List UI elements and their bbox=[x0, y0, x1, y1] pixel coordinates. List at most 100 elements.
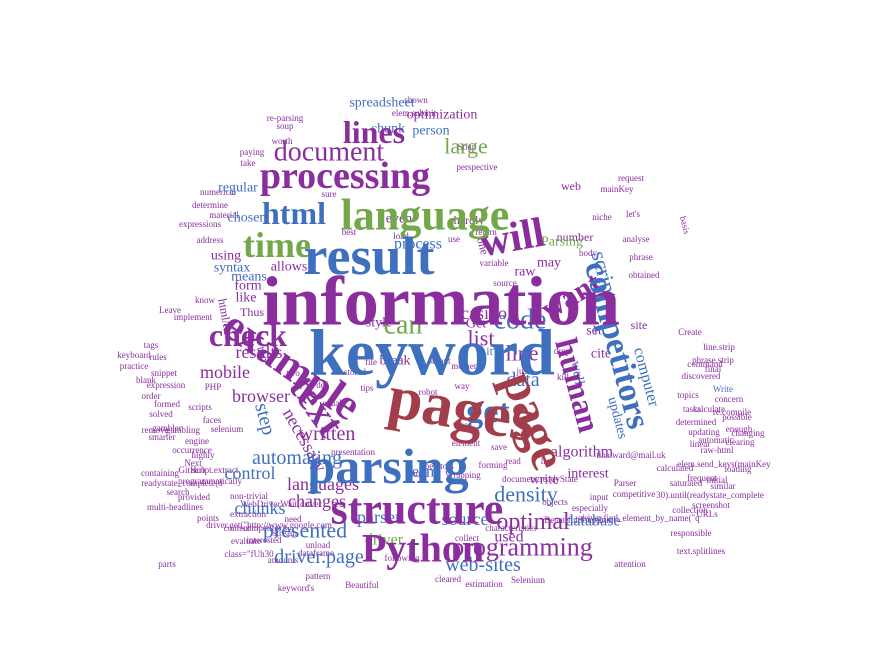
word-read: read bbox=[505, 456, 521, 466]
word-parser: parser bbox=[357, 507, 401, 527]
word-get: Get bbox=[466, 317, 486, 332]
word-one: one bbox=[474, 236, 492, 256]
word-information: information bbox=[262, 264, 620, 341]
word-soup: Soup bbox=[458, 142, 477, 152]
word-worth: worth bbox=[272, 136, 293, 146]
word-order: order bbox=[142, 391, 161, 401]
word-obtained: obtained bbox=[629, 270, 660, 280]
word-code: code bbox=[494, 305, 547, 336]
word-competitive: competitive bbox=[613, 489, 656, 499]
word-keyword: keyword bbox=[309, 317, 555, 390]
word-best: best bbox=[342, 227, 357, 237]
word-beautifulsoup-html: BeautifulSoup(html bbox=[544, 515, 616, 525]
word-chosen: chosen bbox=[228, 211, 267, 226]
word-possible: possible bbox=[722, 412, 752, 422]
word-mainkey: mainKey bbox=[601, 184, 634, 194]
word-changes: changes bbox=[288, 491, 346, 511]
word-create: Create bbox=[678, 327, 701, 337]
word-lines: lines bbox=[343, 114, 405, 150]
word-selenium: selenium bbox=[211, 424, 244, 434]
word-person: person bbox=[412, 124, 449, 139]
word-density: density bbox=[494, 482, 558, 507]
word-database: database bbox=[565, 513, 620, 530]
word-means: means bbox=[231, 270, 267, 285]
word-gambling: gambling bbox=[166, 425, 200, 435]
word-parsing: Parsing bbox=[541, 235, 583, 250]
word-tina-ward-mail-uk: tina.ward@mail.uk bbox=[596, 450, 666, 460]
word-30-until-readystate-complete: 30).until(readystate_complete bbox=[656, 490, 764, 500]
word-niche: niche bbox=[592, 212, 612, 222]
word-forming: forming bbox=[479, 460, 508, 470]
word-source: source bbox=[493, 278, 517, 288]
word-python: Python bbox=[362, 526, 484, 571]
word-evaluate: evaluate bbox=[231, 536, 261, 546]
word-input: input bbox=[590, 492, 609, 502]
word-phrase-strip: phrase.strip bbox=[692, 355, 734, 365]
word-basis: basis bbox=[678, 215, 692, 235]
word-used: used bbox=[494, 529, 523, 546]
word-estimation: estimation bbox=[465, 579, 503, 589]
word-result: result bbox=[304, 226, 435, 286]
word-even: even bbox=[386, 212, 412, 227]
word-check: check bbox=[209, 317, 287, 353]
word-step: step bbox=[250, 401, 280, 438]
word-tasks: tasks bbox=[683, 404, 701, 414]
word-use: use bbox=[448, 234, 460, 244]
word-solved: solved bbox=[149, 409, 173, 419]
word-extraction: extraction bbox=[230, 509, 266, 519]
word-faces: faces bbox=[203, 415, 222, 425]
word-let-s: let's bbox=[626, 209, 641, 219]
word-presentation: presentation bbox=[331, 447, 375, 457]
word-rules: rules bbox=[149, 352, 167, 362]
word-scripts: scripts bbox=[188, 402, 212, 412]
word-snippet: snippet bbox=[151, 368, 177, 378]
word-next: Next bbox=[184, 458, 202, 468]
word-containing: containing bbox=[141, 468, 179, 478]
word-robot: robot bbox=[419, 387, 438, 397]
word-output: output bbox=[427, 356, 451, 366]
word-process: process bbox=[394, 236, 442, 253]
word-phrase: phrase bbox=[629, 252, 653, 262]
word-languages: languages bbox=[287, 474, 359, 494]
word-topics: topics bbox=[677, 390, 699, 400]
word-stored: stored bbox=[344, 367, 366, 377]
word-leave: Leave bbox=[159, 305, 181, 315]
word-body: body bbox=[579, 248, 598, 258]
word-occurrence: occurrence bbox=[172, 445, 211, 455]
word-soup: soup bbox=[276, 121, 294, 131]
word-content: content bbox=[224, 523, 251, 533]
word-html: html bbox=[262, 195, 326, 231]
word-highly: highly bbox=[191, 450, 215, 460]
word-site: site bbox=[631, 318, 648, 332]
word-initial: initial bbox=[707, 475, 728, 485]
word-expressions: expressions bbox=[179, 219, 221, 229]
word-line: line bbox=[506, 341, 539, 366]
word-well: well bbox=[568, 360, 587, 386]
word-it-s: it's bbox=[486, 344, 500, 358]
word-php: PHP bbox=[205, 382, 222, 392]
word-webdriverwait-driver: WebDriverWait(driver bbox=[240, 499, 321, 509]
word-stream: stream bbox=[273, 528, 297, 538]
word-linear: linear bbox=[690, 439, 711, 449]
word-attention: attention bbox=[614, 559, 646, 569]
word-practice: practice bbox=[120, 361, 148, 371]
word-large: large bbox=[444, 134, 488, 159]
word-load: load bbox=[393, 231, 409, 241]
word-elem-submit: elem.submit bbox=[392, 108, 437, 118]
word-document-readystate: document.readyState bbox=[502, 474, 578, 484]
word-form: form bbox=[234, 279, 261, 294]
word-team: team bbox=[407, 464, 439, 481]
word-raw: raw bbox=[515, 265, 537, 280]
word-class-fuh30: class="fUh30 bbox=[224, 549, 274, 559]
word-like: like bbox=[236, 291, 257, 306]
word-list: list bbox=[468, 326, 495, 351]
word-search: search bbox=[167, 487, 190, 497]
word-driver-find-element-by-name-q: driver.find_element_by_name("q bbox=[580, 513, 700, 523]
word-processing: processing bbox=[260, 155, 430, 197]
word-updating: updating bbox=[688, 427, 720, 437]
word-write: write bbox=[530, 473, 559, 488]
word-keyword-s: keyword's bbox=[278, 583, 315, 593]
word-concern: concern bbox=[715, 394, 744, 404]
word-address: address bbox=[197, 235, 224, 245]
word-calculate: calculate bbox=[693, 404, 725, 414]
